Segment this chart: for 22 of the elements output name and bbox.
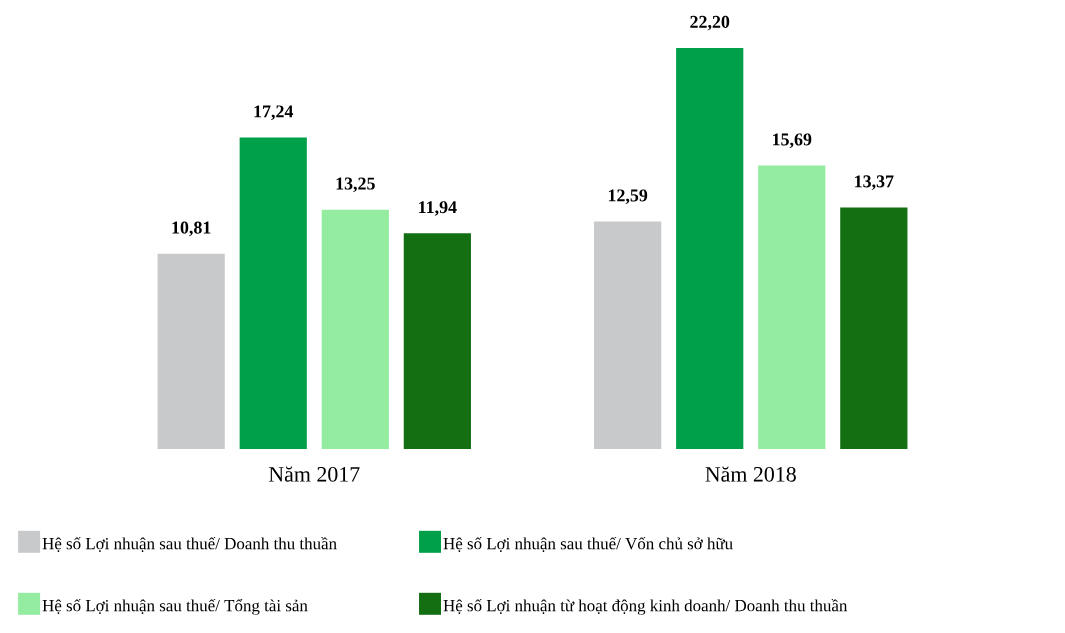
bar — [403, 233, 471, 449]
bar — [594, 221, 662, 449]
legend-label: Hệ số Lợi nhuận sau thuế/ Doanh thu thuần — [42, 536, 337, 552]
legend-label: Hệ số Lợi nhuận sau thuế/ Tổng tài sản — [42, 598, 308, 615]
data-label: 13,37 — [855, 175, 894, 191]
x-tick-label: Năm 2017 — [268, 466, 360, 482]
bar — [758, 165, 826, 449]
bar — [157, 253, 225, 449]
legend-label: Hệ số Lợi nhuận từ hoạt động kinh doanh/ Doanh thu thuần — [443, 598, 848, 615]
data-label: 15,69 — [773, 133, 812, 149]
bar — [676, 48, 744, 449]
bar — [239, 137, 307, 449]
legend-label: Hệ số Lợi nhuận sau thuế/ Vốn chủ sở hữu — [443, 536, 733, 552]
data-label: 10,81 — [172, 221, 211, 237]
data-label: 13,25 — [336, 177, 375, 193]
data-label: 12,59 — [608, 189, 648, 205]
bar — [840, 207, 908, 449]
x-tick-label: Năm 2018 — [705, 466, 796, 482]
data-label: 17,24 — [254, 105, 294, 121]
data-label: 22,20 — [690, 15, 730, 31]
bar — [321, 209, 389, 449]
data-label: 11,94 — [419, 201, 457, 216]
